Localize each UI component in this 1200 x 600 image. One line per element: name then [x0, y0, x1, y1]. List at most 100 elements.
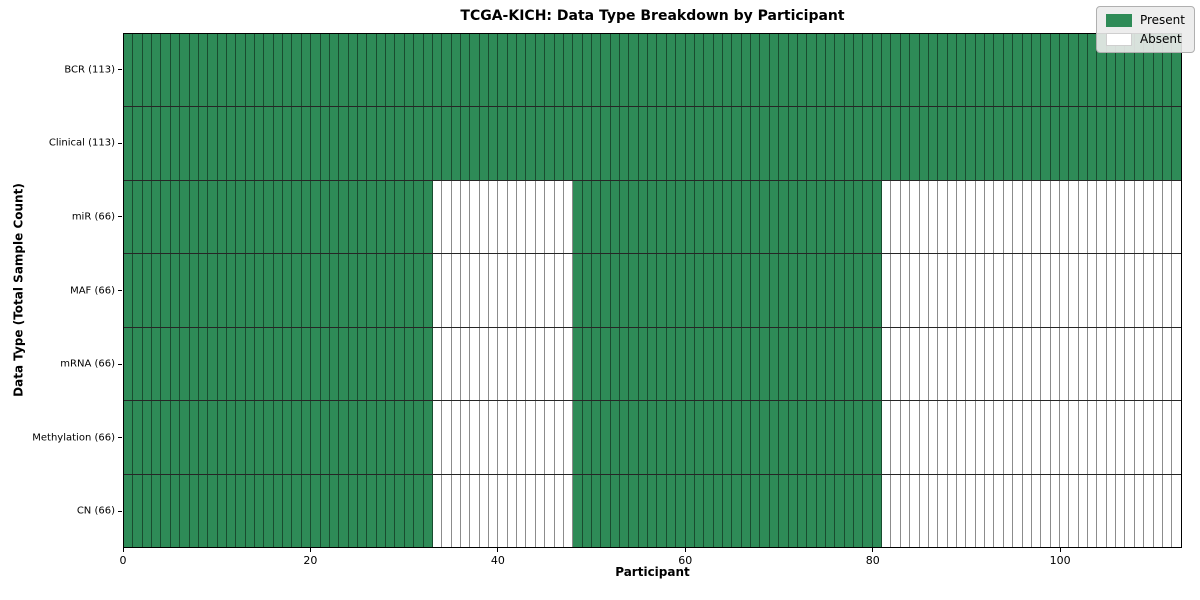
heatmap-cell	[255, 254, 265, 327]
heatmap-cell	[582, 401, 592, 474]
heatmap-cell	[872, 401, 883, 474]
heatmap-cell	[694, 401, 705, 474]
heatmap-cell	[142, 180, 153, 254]
heatmap-cell	[751, 474, 761, 547]
heatmap-cell	[648, 34, 658, 107]
heatmap-cell	[797, 107, 808, 180]
heatmap-cell	[273, 254, 284, 327]
heatmap-cell	[1116, 327, 1126, 401]
heatmap-cell	[1078, 327, 1089, 401]
heatmap-cell	[255, 107, 265, 180]
heatmap-cell	[404, 180, 415, 254]
heatmap-cell	[863, 107, 873, 180]
heatmap-cell	[563, 254, 574, 327]
heatmap-cell	[947, 474, 957, 547]
heatmap-cell	[535, 107, 546, 180]
heatmap-cell	[779, 401, 789, 474]
heatmap-cell	[854, 107, 864, 180]
heatmap-cell	[723, 180, 733, 254]
heatmap-cell	[470, 401, 480, 474]
heatmap-cell	[610, 254, 621, 327]
heatmap-cell	[1041, 254, 1051, 327]
heatmap-cell	[900, 474, 911, 547]
heatmap-cell	[152, 180, 162, 254]
heatmap-cell	[414, 401, 424, 474]
heatmap-cell	[208, 401, 218, 474]
heatmap-cell	[423, 107, 433, 180]
heatmap-cell	[292, 107, 302, 180]
heatmap-cell	[133, 254, 143, 327]
heatmap-cell	[1106, 401, 1117, 474]
heatmap-cell	[1162, 254, 1173, 327]
heatmap-cell	[442, 34, 452, 107]
heatmap-cell	[694, 180, 705, 254]
heatmap-cell	[854, 474, 864, 547]
heatmap-cell	[975, 474, 986, 547]
heatmap-cell	[648, 180, 658, 254]
legend-label-present: Present	[1139, 13, 1185, 27]
heatmap-cell	[1069, 474, 1079, 547]
heatmap-cell	[1069, 34, 1079, 107]
heatmap-cell	[404, 474, 415, 547]
heatmap-cell	[629, 327, 639, 401]
heatmap-cell	[1144, 401, 1154, 474]
heatmap-cell	[1059, 254, 1070, 327]
heatmap-cell	[432, 180, 443, 254]
heatmap-cell	[432, 327, 443, 401]
heatmap-cell	[956, 474, 967, 547]
heatmap-cell	[283, 107, 293, 180]
heatmap-cell	[1153, 401, 1163, 474]
heatmap-cell	[985, 34, 995, 107]
heatmap-cell	[732, 327, 742, 401]
heatmap-cell	[451, 474, 461, 547]
heatmap-cell	[1050, 107, 1060, 180]
heatmap-cell	[956, 327, 967, 401]
heatmap-cell	[283, 327, 293, 401]
heatmap-cell	[395, 327, 405, 401]
heatmap-cell	[311, 180, 321, 254]
heatmap-row-Methylation	[124, 401, 1181, 475]
heatmap-cell	[610, 327, 621, 401]
heatmap-cell	[816, 34, 826, 107]
heatmap-cell	[470, 254, 480, 327]
heatmap-cell	[994, 34, 1004, 107]
heatmap-cell	[779, 180, 789, 254]
heatmap-cell	[423, 327, 433, 401]
heatmap-cell	[947, 254, 957, 327]
heatmap-cell	[423, 254, 433, 327]
heatmap-cell	[919, 327, 929, 401]
heatmap-cell	[217, 107, 227, 180]
heatmap-cell	[854, 180, 864, 254]
heatmap-cell	[161, 254, 171, 327]
heatmap-cell	[273, 34, 284, 107]
heatmap-cell	[1069, 180, 1079, 254]
heatmap-cell	[582, 180, 592, 254]
heatmap-cell	[854, 401, 864, 474]
heatmap-cell	[1116, 474, 1126, 547]
heatmap-cell	[769, 180, 780, 254]
heatmap-cell	[180, 327, 190, 401]
heatmap-cell	[1097, 474, 1107, 547]
heatmap-cell	[807, 401, 817, 474]
heatmap-cell	[638, 254, 649, 327]
heatmap-cell	[517, 474, 527, 547]
heatmap-cell	[966, 254, 976, 327]
heatmap-cell	[367, 180, 377, 254]
heatmap-cell	[610, 401, 621, 474]
x-axis-title: Participant	[615, 565, 690, 579]
heatmap-cell	[676, 254, 686, 327]
heatmap-cell	[685, 327, 695, 401]
heatmap-cell	[1172, 254, 1181, 327]
heatmap-cell	[666, 327, 677, 401]
heatmap-cell	[882, 34, 892, 107]
heatmap-cell	[404, 34, 415, 107]
heatmap-cell	[891, 254, 901, 327]
heatmap-cell	[900, 401, 911, 474]
heatmap-cell	[386, 401, 396, 474]
heatmap-cell	[1078, 474, 1089, 547]
y-tick-mark	[118, 437, 122, 439]
heatmap-cell	[741, 107, 752, 180]
heatmap-cell	[339, 107, 349, 180]
heatmap-cell	[1162, 327, 1173, 401]
